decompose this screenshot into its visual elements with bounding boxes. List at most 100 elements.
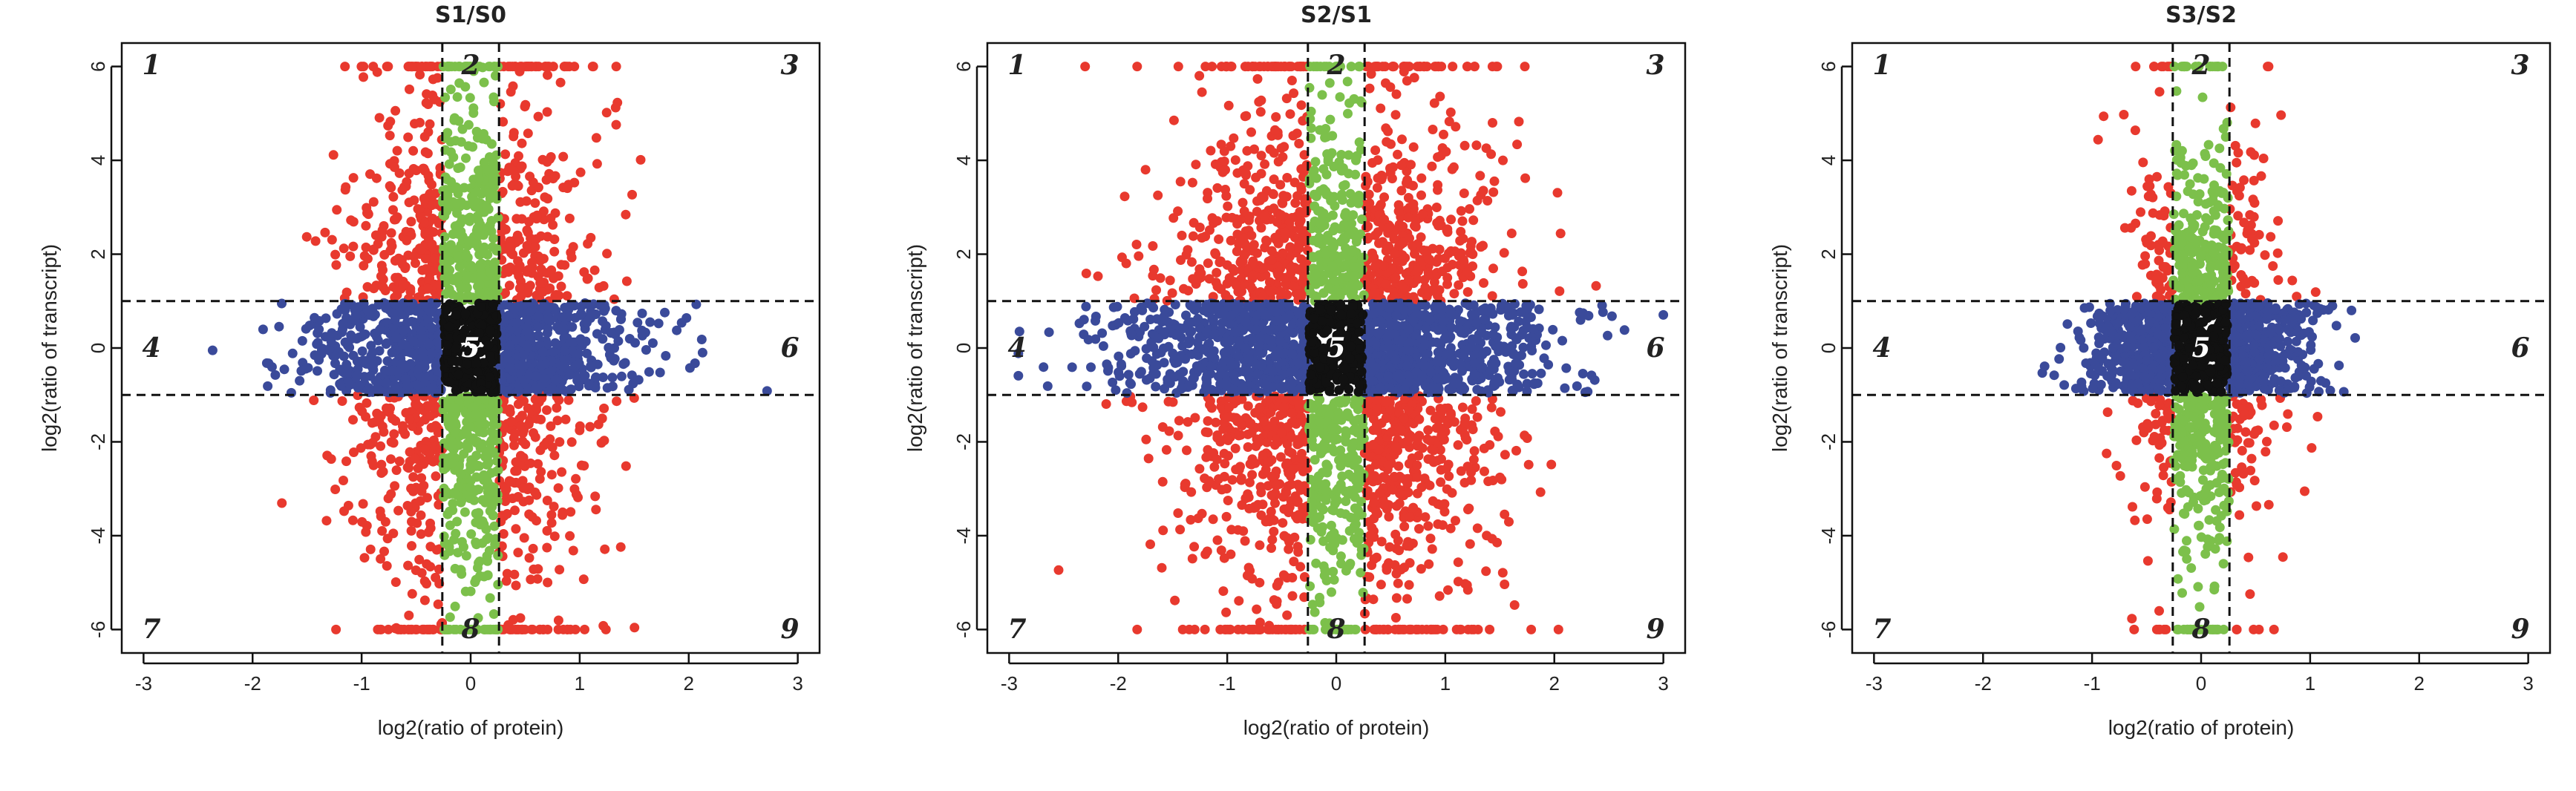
data-point [1287,76,1297,85]
data-point [591,372,601,382]
data-point [1329,574,1339,585]
data-point [589,265,600,275]
data-point [474,427,485,437]
data-point [1404,459,1414,469]
data-point [1309,165,1319,176]
data-point [509,128,519,138]
data-point [407,541,416,551]
data-point [1282,289,1292,300]
data-point [463,119,474,130]
data-point [506,363,516,373]
data-point [382,338,392,348]
data-point [314,355,324,365]
data-point [356,443,366,453]
data-point [1239,250,1249,260]
data-point [1335,223,1345,234]
data-point [1223,496,1233,505]
data-point [1428,125,1438,134]
data-point [578,574,589,585]
data-point [410,453,420,464]
data-point [1356,568,1366,578]
data-point [301,232,312,242]
data-point [535,473,545,484]
data-point [1263,62,1273,72]
data-point [530,432,540,442]
data-point [310,312,320,323]
data-point [1255,540,1265,551]
data-point [1239,179,1249,189]
data-point [555,565,565,575]
data-point [1287,62,1296,72]
data-point [486,216,497,226]
data-point [348,241,359,252]
data-point [1353,394,1364,404]
data-point [585,421,595,432]
data-point [517,410,527,421]
data-point [676,318,687,328]
data-point [1459,188,1469,198]
data-point [1468,424,1478,435]
y-tick-label: -6 [87,621,109,638]
data-point [370,230,381,240]
data-point [1269,526,1279,536]
data-point [338,318,348,329]
y-tick-label: -2 [87,433,109,450]
data-point [519,533,529,543]
data-point [1498,155,1508,165]
data-point [468,456,478,467]
data-point [1173,62,1183,72]
data-point [1378,624,1388,634]
data-point [1174,416,1184,426]
data-point [1425,255,1435,265]
data-point [1492,62,1503,72]
data-point [471,472,482,482]
data-point [1410,216,1421,226]
data-point [1406,160,1416,170]
data-point [1390,442,1401,453]
data-point [471,410,480,419]
data-point [1364,198,1375,209]
data-point [542,157,552,167]
data-point [1496,407,1506,417]
data-point [540,192,550,203]
data-point [1370,459,1381,470]
data-point [507,62,517,72]
data-point [501,576,511,586]
data-point [1376,103,1386,114]
data-point [1386,427,1396,437]
data-point [1233,624,1243,634]
data-point [1258,292,1269,302]
data-point [1485,624,1495,634]
data-point [1364,189,1374,200]
data-point [1243,401,1253,411]
data-point [420,254,431,263]
data-point [433,427,443,438]
data-point [1368,594,1379,605]
data-point [1444,116,1454,127]
data-point [403,560,413,571]
data-point [341,359,352,370]
data-point [389,162,399,172]
data-point [618,359,629,370]
data-point [562,62,572,72]
data-point [1388,162,1399,172]
data-point [1270,498,1280,508]
data-point [354,381,365,391]
data-point [1371,552,1382,562]
data-point [596,438,607,448]
data-point [411,399,422,410]
data-point [590,491,601,502]
data-point [374,113,385,123]
data-point [1067,362,1077,372]
data-point [1081,301,1091,312]
data-point [400,429,411,439]
data-point [485,325,495,335]
data-point [1371,506,1381,516]
data-point [573,492,583,502]
data-point [1396,424,1406,435]
data-point [1340,509,1350,519]
data-point [575,167,586,177]
data-point [546,470,557,480]
data-point [477,439,487,449]
data-point [431,188,441,199]
